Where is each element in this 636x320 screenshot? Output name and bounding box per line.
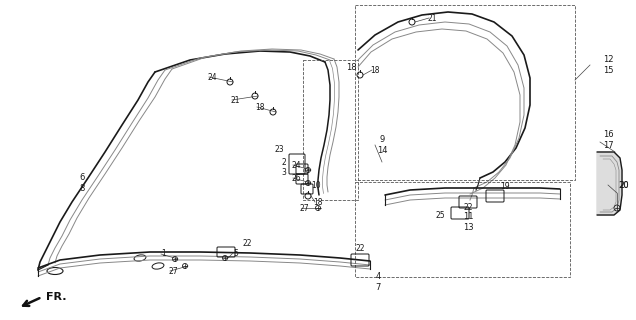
Text: 24: 24 bbox=[207, 73, 217, 82]
Text: 18: 18 bbox=[346, 62, 356, 71]
Text: 18: 18 bbox=[314, 197, 322, 206]
Text: 20: 20 bbox=[619, 180, 629, 189]
Text: 16
17: 16 17 bbox=[603, 130, 613, 150]
Text: 4
7: 4 7 bbox=[375, 272, 381, 292]
Text: 21: 21 bbox=[427, 13, 437, 22]
Text: 24: 24 bbox=[291, 161, 301, 170]
Text: 12
15: 12 15 bbox=[603, 55, 613, 75]
Text: 22: 22 bbox=[356, 244, 365, 252]
Text: 18: 18 bbox=[255, 102, 265, 111]
Text: 23: 23 bbox=[274, 145, 284, 154]
Bar bbox=[355, 5, 575, 180]
Text: 9
14: 9 14 bbox=[377, 135, 387, 155]
Bar bbox=[355, 182, 570, 277]
Text: FR.: FR. bbox=[46, 292, 67, 302]
Text: 27: 27 bbox=[168, 267, 178, 276]
Text: 3: 3 bbox=[282, 167, 286, 177]
Text: 10: 10 bbox=[311, 180, 321, 189]
Polygon shape bbox=[597, 152, 622, 215]
Text: 5: 5 bbox=[233, 249, 238, 258]
Text: 1: 1 bbox=[162, 250, 167, 259]
Text: 21: 21 bbox=[230, 95, 240, 105]
Bar bbox=[303, 60, 358, 200]
Text: 19: 19 bbox=[500, 181, 510, 190]
Text: 26: 26 bbox=[291, 173, 301, 182]
Text: 11
13: 11 13 bbox=[462, 212, 473, 232]
Text: 25: 25 bbox=[435, 211, 445, 220]
Text: 18: 18 bbox=[370, 66, 380, 75]
Text: 22: 22 bbox=[463, 203, 473, 212]
Text: 6
8: 6 8 bbox=[80, 173, 85, 193]
Text: 27: 27 bbox=[299, 204, 309, 212]
Text: 2: 2 bbox=[282, 157, 286, 166]
Text: 20: 20 bbox=[619, 180, 629, 189]
Text: 22: 22 bbox=[242, 238, 252, 247]
